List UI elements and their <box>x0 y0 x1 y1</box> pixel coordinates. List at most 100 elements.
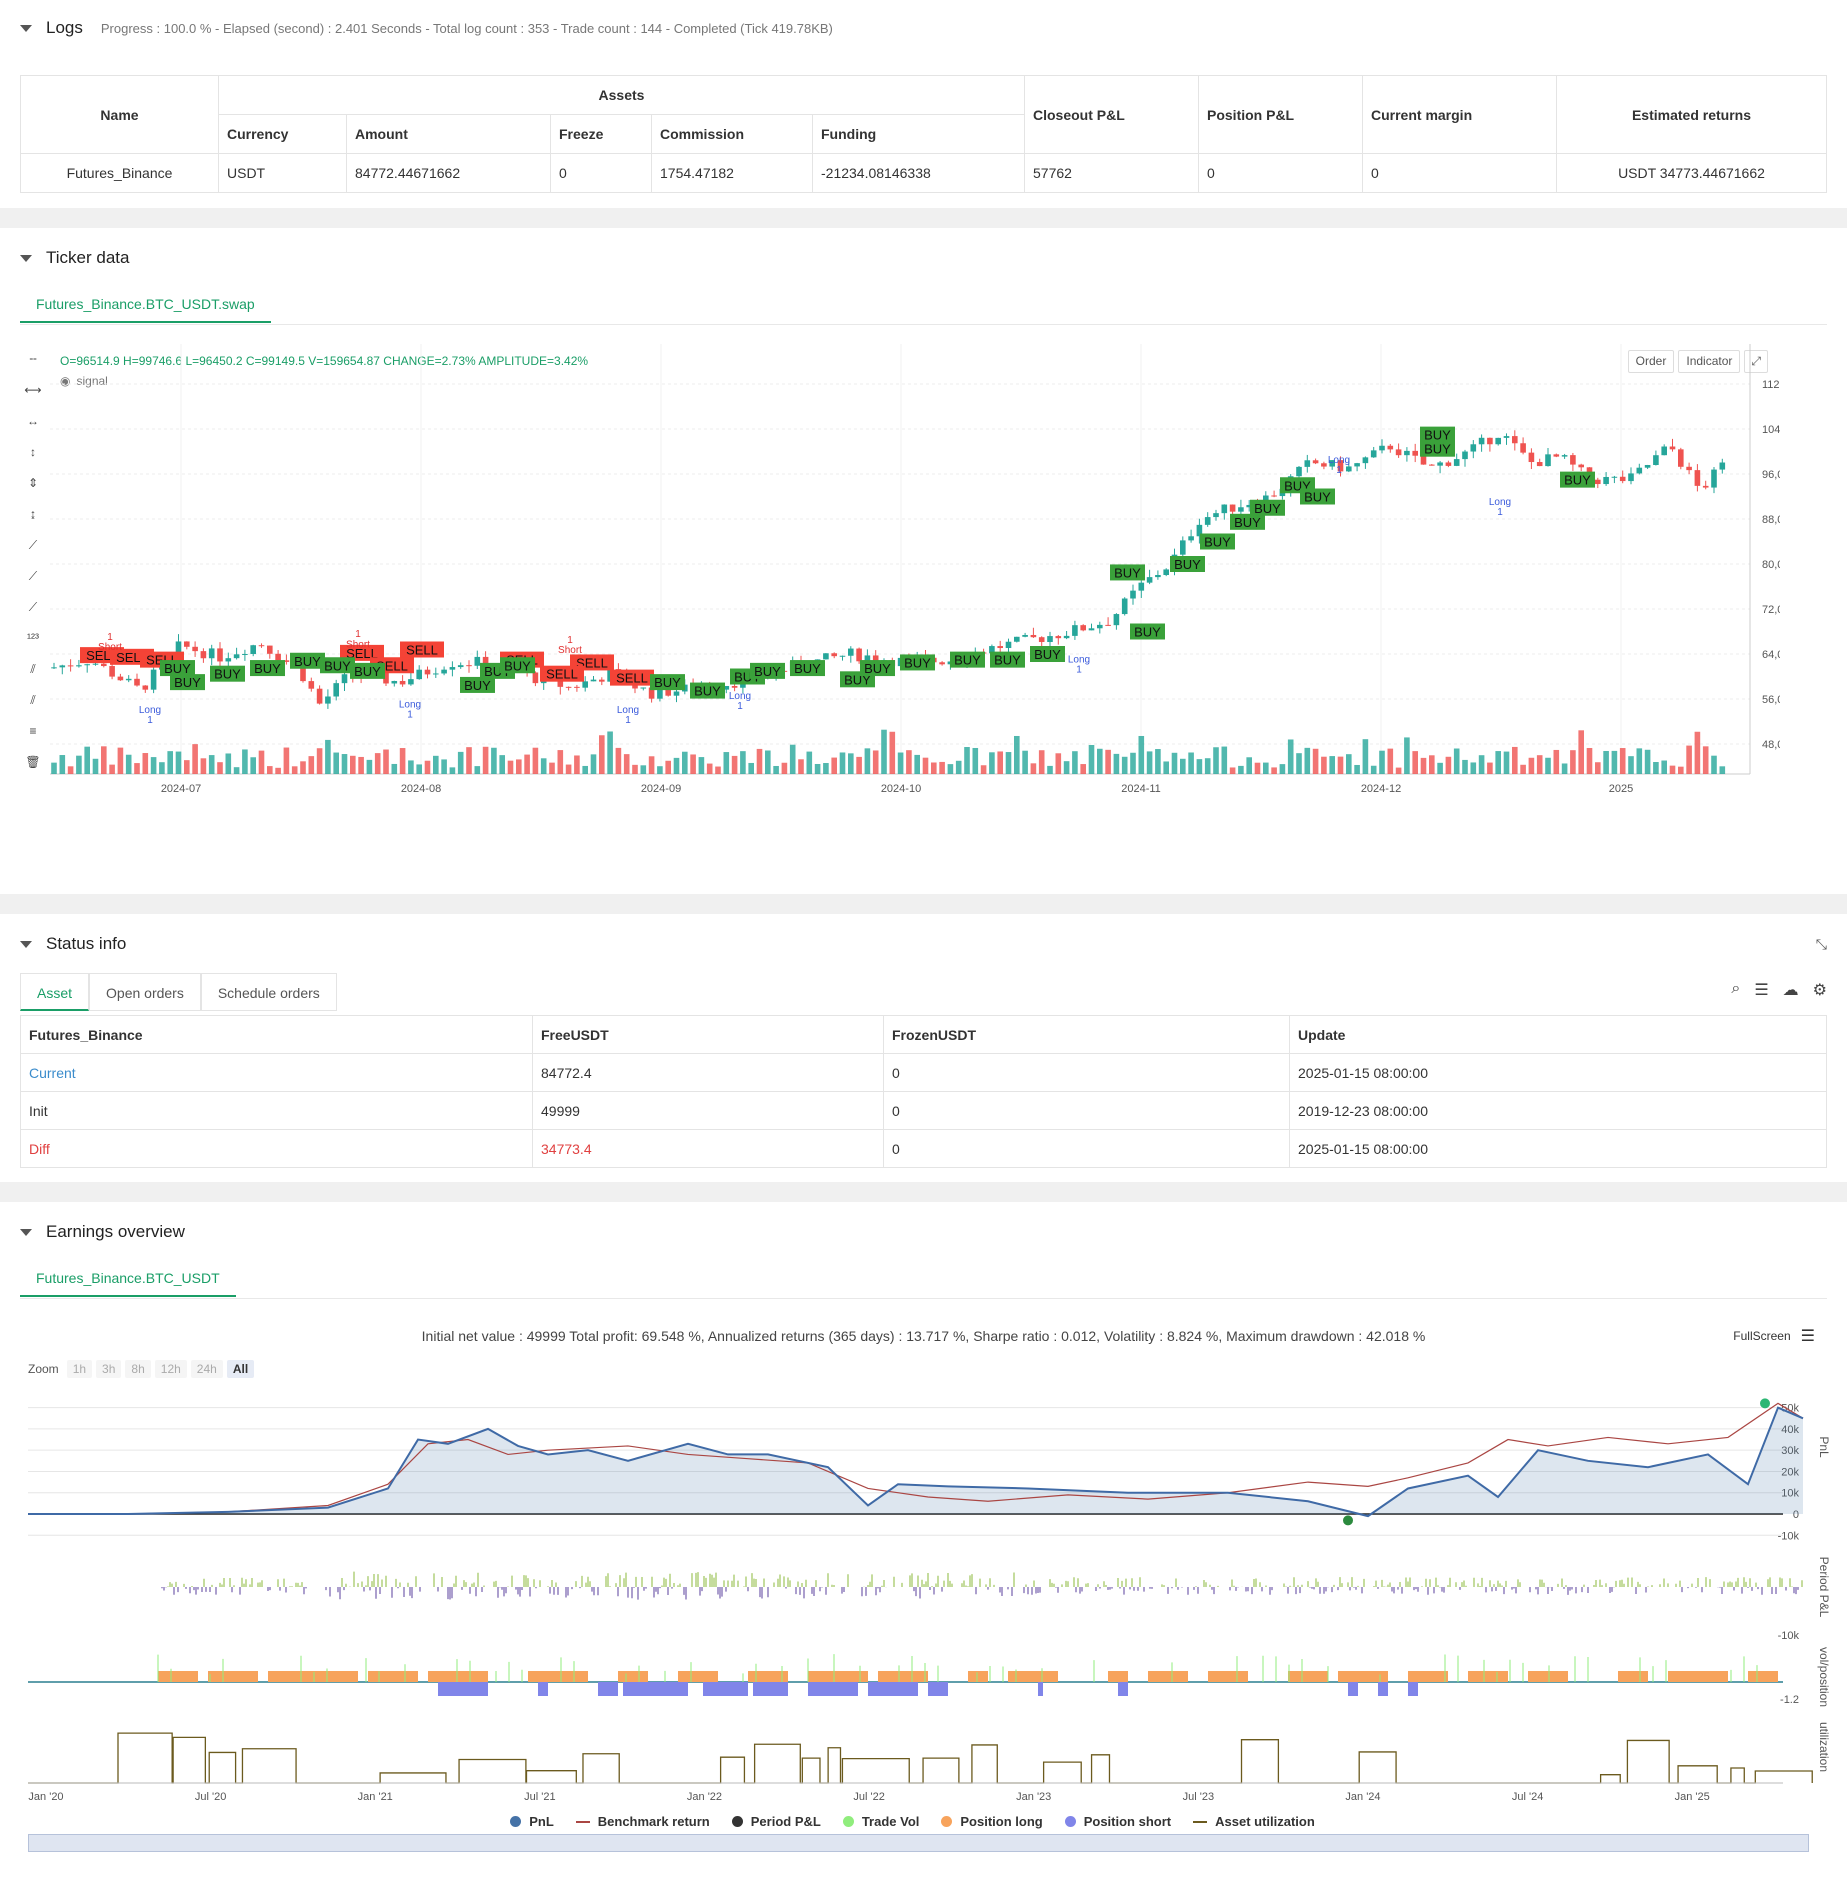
zoom-3h-button[interactable]: 3h <box>96 1360 122 1378</box>
x-tick-label: Jul '20 <box>195 1791 226 1803</box>
horizontal-line-icon[interactable]: ⟷ <box>24 383 42 397</box>
legend-item[interactable]: PnL <box>510 1814 554 1829</box>
candle-body <box>208 648 215 659</box>
zoom-1h-button[interactable]: 1h <box>66 1360 93 1378</box>
vertical-ray-icon[interactable]: ⇕ <box>27 476 39 490</box>
candle-body <box>1719 462 1726 470</box>
legend-label: Position short <box>1083 1814 1172 1829</box>
candle-body <box>1545 454 1551 467</box>
collapse-caret-icon[interactable] <box>20 254 32 262</box>
horizontal-ray-icon[interactable]: ↔ <box>27 414 39 428</box>
legend-item[interactable]: Position long <box>941 1814 1043 1829</box>
navigator-scrollbar[interactable] <box>28 1834 1809 1852</box>
candle-body <box>1055 636 1062 639</box>
expand-icon[interactable]: ⤢ <box>1744 350 1768 373</box>
earnings-header[interactable]: Earnings overview <box>20 1222 185 1242</box>
tab-schedule-orders[interactable]: Schedule orders <box>200 973 337 1011</box>
fib-channel-icon[interactable]: ⫽ <box>30 692 36 707</box>
volume-bar <box>1038 750 1045 774</box>
zoom-24h-button[interactable]: 24h <box>190 1360 223 1378</box>
legend-item[interactable]: Trade Vol <box>842 1814 919 1829</box>
candle-body <box>1628 473 1634 482</box>
volume-bar <box>1528 757 1535 774</box>
volume-bar <box>831 757 837 774</box>
legend-item[interactable]: Period P&L <box>731 1814 821 1829</box>
volume-bar <box>715 766 721 774</box>
candle-body <box>184 641 190 647</box>
candle-body <box>1063 635 1070 639</box>
indicator-button[interactable]: Indicator <box>1678 350 1741 373</box>
candle-body <box>731 685 738 688</box>
candle-body <box>823 653 829 660</box>
long-annotation: Long <box>617 705 639 716</box>
gear-icon[interactable]: ⚙ <box>1812 982 1827 999</box>
zoom-all-button[interactable]: All <box>226 1360 255 1378</box>
candle-body <box>1487 437 1493 445</box>
volume-bar <box>574 755 580 774</box>
crosshair-icon[interactable]: ╌ <box>29 352 37 366</box>
col-frozen: FrozenUSDT <box>883 1015 1290 1054</box>
text-label-icon[interactable]: ¹²³ <box>27 631 39 645</box>
ohlc-readout: O=96514.9 H=99746.6 L=96450.2 C=99149.5 … <box>60 354 589 368</box>
ticker-panel: Ticker data Futures_Binance.BTC_USDT.swa… <box>0 228 1847 894</box>
price-tick-label: 48,000.00 <box>1762 739 1780 751</box>
volume-bar <box>889 731 896 774</box>
volume-bar <box>67 766 74 774</box>
buy-signal-label-box <box>350 662 385 679</box>
ray-line-icon[interactable]: ⟋ <box>28 568 38 583</box>
candlestick-chart[interactable]: O=96514.9 H=99746.6 L=96450.2 C=99149.5 … <box>50 344 1780 884</box>
candle-body <box>424 669 431 675</box>
position-long-bar <box>878 1671 928 1682</box>
volume-bar <box>350 755 356 774</box>
min-marker <box>1343 1515 1353 1526</box>
trend-line-icon[interactable]: ⟋ <box>28 537 38 552</box>
status-header[interactable]: Status info <box>20 934 126 954</box>
long-count: 1 <box>737 701 743 712</box>
collapse-caret-icon[interactable] <box>20 1228 32 1236</box>
ticker-header[interactable]: Ticker data <box>20 248 129 268</box>
trash-icon[interactable]: 🗑 <box>25 755 41 769</box>
legend-item[interactable]: Position short <box>1064 1814 1172 1829</box>
buy-signal-label: BUY <box>794 661 821 676</box>
volume-bar <box>864 748 871 774</box>
logs-header[interactable]: Logs Progress : 100.0 % - Elapsed (secon… <box>20 18 833 38</box>
search-icon[interactable]: ⌕ <box>1731 980 1741 997</box>
ticker-title: Ticker data <box>46 248 130 267</box>
candle-body <box>1678 449 1684 467</box>
fullscreen-button[interactable]: FullScreen <box>1733 1329 1791 1343</box>
fib-retracement-icon[interactable]: ≡ <box>29 724 37 738</box>
candle-body <box>557 677 564 687</box>
row-label-current[interactable]: Current <box>20 1053 533 1092</box>
cloud-download-icon[interactable]: ☁ <box>1782 982 1799 999</box>
parallel-channel-icon[interactable]: ⫽ <box>30 661 36 676</box>
candle-body <box>1188 536 1194 541</box>
volume-bar <box>723 752 730 774</box>
tab-btc-swap[interactable]: Futures_Binance.BTC_USDT.swap <box>20 285 271 323</box>
volume-bar <box>1022 750 1028 774</box>
order-button[interactable]: Order <box>1627 350 1675 373</box>
collapse-caret-icon[interactable] <box>20 24 32 32</box>
extended-line-icon[interactable]: ⟋ <box>28 599 38 614</box>
fullscreen-icon[interactable]: ⤡ <box>1815 936 1827 952</box>
vertical-line-icon[interactable]: ↕ <box>30 445 36 459</box>
volume-bar <box>1155 749 1161 774</box>
tab-open-orders[interactable]: Open orders <box>89 973 201 1011</box>
volume-bar <box>1711 755 1717 774</box>
list-icon[interactable]: ☰ <box>1754 982 1769 999</box>
tab-asset[interactable]: Asset <box>20 973 90 1011</box>
legend-item[interactable]: Benchmark return <box>575 1814 710 1829</box>
tab-btc-usdt[interactable]: Futures_Binance.BTC_USDT <box>20 1259 236 1297</box>
zoom-12h-button[interactable]: 12h <box>154 1360 187 1378</box>
collapse-caret-icon[interactable] <box>20 940 32 948</box>
eye-icon[interactable]: ◉ <box>60 374 71 388</box>
candle-body <box>989 646 995 654</box>
volume-bar <box>1561 763 1568 774</box>
zoom-8h-button[interactable]: 8h <box>125 1360 151 1378</box>
candle-body <box>1246 504 1252 508</box>
candle-body <box>1553 454 1560 457</box>
volume-bar <box>333 752 339 774</box>
menu-icon[interactable]: ☰ <box>1800 1328 1815 1345</box>
price-range-icon[interactable]: ↨ <box>30 507 36 521</box>
legend-item[interactable]: Asset utilization <box>1193 1814 1315 1829</box>
